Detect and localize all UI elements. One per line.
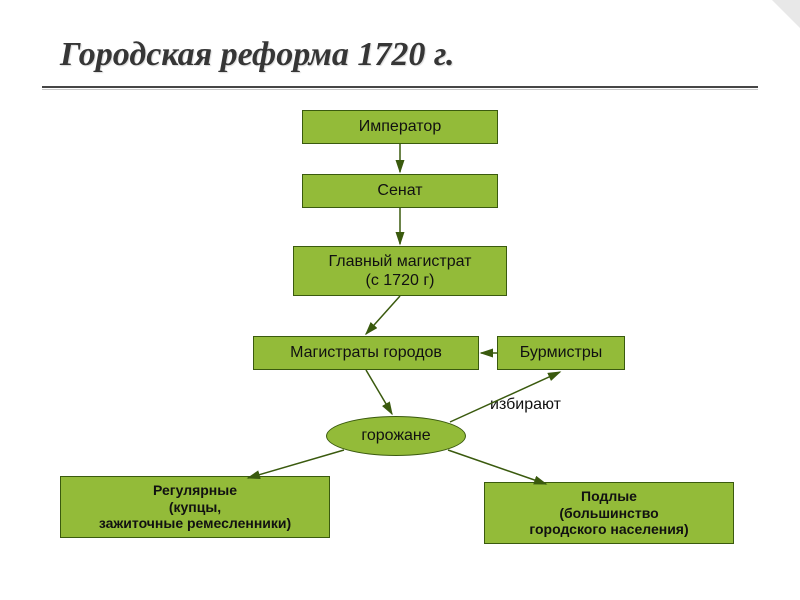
node-podlye: Подлые (большинство городского населения… bbox=[484, 482, 734, 544]
node-regular: Регулярные (купцы, зажиточные ремесленни… bbox=[60, 476, 330, 538]
node-city-magistrats-label: Магистраты городов bbox=[290, 343, 442, 362]
node-main-magistrat: Главный магистрат (с 1720 г) bbox=[293, 246, 507, 296]
arrow-citizens-regular bbox=[248, 450, 344, 478]
node-regular-label: Регулярные (купцы, зажиточные ремесленни… bbox=[99, 482, 291, 532]
node-emperor-label: Император bbox=[359, 117, 441, 136]
edge-label-elect-text: избирают bbox=[490, 396, 561, 413]
node-burmistry-label: Бурмистры bbox=[520, 343, 603, 362]
arrow-mainmag-citymag bbox=[366, 296, 400, 334]
slide-corner bbox=[772, 0, 800, 28]
edge-label-elect: избирают bbox=[490, 396, 561, 414]
node-senate-label: Сенат bbox=[377, 181, 422, 200]
node-citizens-label: горожане bbox=[361, 427, 430, 445]
title-underline-light bbox=[42, 89, 758, 90]
node-podlye-label: Подлые (большинство городского населения… bbox=[529, 488, 688, 538]
arrow-citymag-citizens bbox=[366, 370, 392, 414]
node-burmistry: Бурмистры bbox=[497, 336, 625, 370]
node-emperor: Император bbox=[302, 110, 498, 144]
node-main-magistrat-label: Главный магистрат (с 1720 г) bbox=[329, 252, 472, 290]
arrow-citizens-podlye bbox=[448, 450, 546, 484]
node-citizens: горожане bbox=[326, 416, 466, 456]
node-city-magistrats: Магистраты городов bbox=[253, 336, 479, 370]
slide-title: Городская реформа 1720 г. bbox=[60, 36, 454, 74]
node-senate: Сенат bbox=[302, 174, 498, 208]
title-underline-dark bbox=[42, 86, 758, 88]
